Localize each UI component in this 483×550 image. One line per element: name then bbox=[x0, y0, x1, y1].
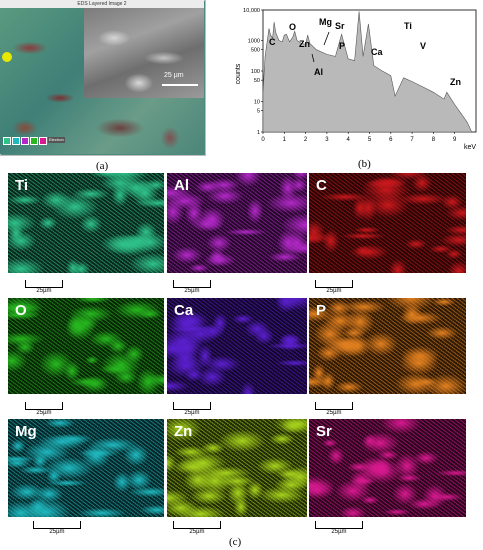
peak-label: Mg bbox=[319, 17, 332, 27]
peak-label: C bbox=[269, 37, 276, 47]
element-map-tile: Al bbox=[167, 173, 307, 273]
x-tick-label: 8 bbox=[432, 137, 436, 143]
legend-swatch bbox=[3, 137, 11, 145]
peak-label: Al bbox=[314, 67, 323, 77]
scale-bar-line bbox=[25, 402, 63, 410]
scale-bar-line bbox=[315, 402, 353, 410]
element-map-tile: Ca bbox=[167, 298, 307, 394]
y-tick-label: 10 bbox=[254, 100, 260, 106]
scale-bar: 25µm bbox=[173, 280, 211, 296]
element-legend: Electron bbox=[3, 137, 65, 145]
element-label: Zn bbox=[174, 423, 193, 440]
y-axis-label: counts bbox=[235, 63, 242, 84]
element-map-tile: C bbox=[309, 173, 466, 273]
peak-pointer bbox=[311, 53, 315, 63]
scale-bar: 25µm bbox=[25, 280, 63, 296]
scale-bar: 25µm bbox=[173, 521, 221, 537]
caption-b: (b) bbox=[358, 158, 371, 170]
legend-swatch bbox=[39, 137, 47, 145]
scale-bar-line bbox=[33, 521, 81, 529]
spectrum-area bbox=[262, 11, 472, 133]
scale-bar: 25µm bbox=[315, 521, 363, 537]
peak-label: V bbox=[420, 41, 426, 51]
window-title: EDS Layered Image 2 bbox=[0, 0, 204, 8]
x-tick-label: 7 bbox=[410, 137, 414, 143]
peak-label: O bbox=[289, 22, 296, 32]
x-tick-label: 9 bbox=[453, 137, 457, 143]
x-tick-label: 6 bbox=[389, 137, 393, 143]
scale-label: 25µm bbox=[184, 288, 200, 294]
scale-bar-line bbox=[173, 402, 211, 410]
caption-a: (a) bbox=[96, 160, 109, 172]
scale-bar-line bbox=[315, 521, 363, 529]
element-label: Mg bbox=[15, 423, 37, 440]
element-label: Ti bbox=[15, 177, 29, 194]
element-map-tile: P bbox=[309, 298, 466, 394]
legend-text: Electron bbox=[48, 137, 65, 143]
x-tick-label: 5 bbox=[368, 137, 372, 143]
scale-label: 25µm bbox=[49, 529, 65, 535]
scale-bar-line bbox=[315, 280, 353, 288]
x-tick-label: 3 bbox=[325, 137, 329, 143]
x-tick-label: 4 bbox=[347, 137, 351, 143]
scale-label: 25µm bbox=[326, 288, 342, 294]
peak-label: Zn bbox=[450, 77, 461, 87]
y-tick-label: 100 bbox=[251, 69, 260, 75]
scale-bar-line bbox=[173, 280, 211, 288]
x-tick-label: 1 bbox=[283, 137, 287, 143]
element-label: Ca bbox=[174, 302, 194, 319]
peak-label: P bbox=[339, 41, 345, 51]
scale-bar: 25µm bbox=[315, 280, 353, 296]
scale-label: 25µm bbox=[184, 410, 200, 416]
element-map-tile: Zn bbox=[167, 419, 307, 517]
element-map-tile: O bbox=[8, 298, 164, 394]
scale-label: 25µm bbox=[36, 410, 52, 416]
peak-label: Ca bbox=[371, 47, 383, 57]
y-tick-label: 5 bbox=[257, 109, 260, 115]
element-label: O bbox=[15, 302, 27, 319]
x-tick-label: 2 bbox=[304, 137, 308, 143]
y-tick-label: 500 bbox=[251, 48, 260, 54]
scale-label: 25µm bbox=[189, 529, 205, 535]
peak-label: Zn bbox=[299, 39, 310, 49]
peak-label: Sr bbox=[335, 21, 345, 31]
x-tick-label: 0 bbox=[261, 137, 265, 143]
scale-bar-line bbox=[173, 521, 221, 529]
sem-inset bbox=[84, 8, 204, 98]
element-map-tile: Mg bbox=[8, 419, 164, 517]
scale-bar: 25µm bbox=[33, 521, 81, 537]
peak-pointer bbox=[323, 31, 330, 46]
y-tick-label: 10,000 bbox=[243, 8, 260, 14]
peak-label: Ti bbox=[404, 21, 412, 31]
y-tick-label: 1000 bbox=[248, 39, 260, 45]
legend-swatch bbox=[30, 137, 38, 145]
scale-bar: 25µm bbox=[25, 402, 63, 418]
scale-label: 25µm bbox=[36, 288, 52, 294]
element-label: P bbox=[316, 302, 327, 319]
scale-bar: 25µm bbox=[173, 402, 211, 418]
caption-c: (c) bbox=[229, 536, 242, 548]
scale-bar bbox=[162, 84, 198, 86]
yellow-spot bbox=[2, 52, 12, 62]
legend-swatch bbox=[21, 137, 29, 145]
element-label: C bbox=[316, 177, 327, 194]
element-label: Al bbox=[174, 177, 189, 194]
scale-label: 25µm bbox=[331, 529, 347, 535]
element-map-tile: Sr bbox=[309, 419, 466, 517]
scale-label: 25 µm bbox=[164, 72, 184, 79]
element-map-tile: Ti bbox=[8, 173, 164, 273]
x-axis-label: keV bbox=[464, 144, 476, 151]
y-tick-label: 1 bbox=[257, 130, 260, 136]
scale-bar: 25µm bbox=[315, 402, 353, 418]
eds-layered-image: EDS Layered Image 2 25 µm Electron bbox=[0, 0, 206, 156]
element-label: Sr bbox=[316, 423, 332, 440]
legend-swatch bbox=[12, 137, 20, 145]
scale-bar-line bbox=[25, 280, 63, 288]
y-tick-label: 50 bbox=[254, 78, 260, 84]
scale-label: 25µm bbox=[326, 410, 342, 416]
